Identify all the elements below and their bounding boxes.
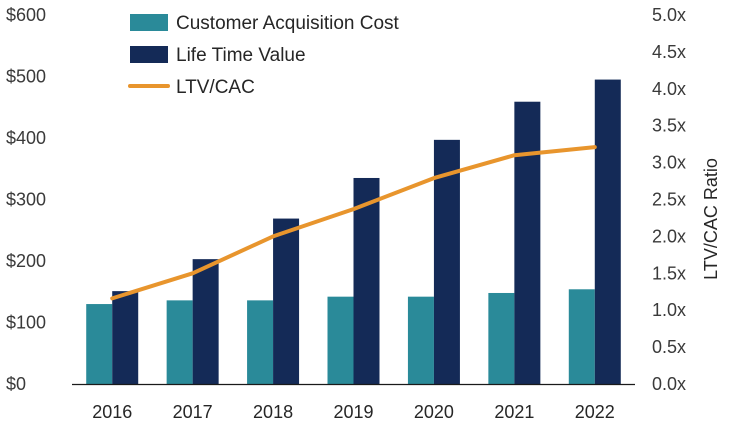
right-tick-label: 0.0x: [652, 374, 686, 394]
right-axis-ticks: 0.0x 0.5x 1.0x 1.5x 2.0x 2.5x 3.0x 3.5x 4.0x 4.5x…: [652, 5, 686, 394]
ltv-bar-2019: [353, 177, 380, 384]
right-tick-label: 4.5x: [652, 42, 686, 62]
right-axis-title: LTV/CAC Ratio: [701, 158, 721, 280]
cac-bar-2016: [86, 304, 113, 384]
x-tick-label: 2020: [414, 402, 454, 422]
left-tick-label: $200: [6, 251, 46, 271]
left-tick-label: $300: [6, 190, 46, 210]
right-tick-label: 3.5x: [652, 116, 686, 136]
x-tick-label: 2022: [575, 402, 615, 422]
x-tick-label: 2017: [173, 402, 213, 422]
cac-bar-2018: [247, 300, 274, 384]
legend-label: LTV/CAC: [176, 77, 255, 98]
left-tick-label: $600: [6, 5, 46, 25]
left-tick-label: $100: [6, 313, 46, 333]
legend-label: Customer Acquisition Cost: [176, 13, 400, 34]
x-tick-label: 2021: [494, 402, 534, 422]
cac-bar-2019: [327, 296, 354, 384]
right-tick-label: 1.0x: [652, 300, 686, 320]
ltv-bar-2022: [594, 79, 621, 384]
right-tick-label: 4.0x: [652, 79, 686, 99]
legend-label: Life Time Value: [176, 45, 306, 66]
ltv-bar-2018: [273, 218, 300, 384]
x-tick-label: 2018: [253, 402, 293, 422]
right-tick-label: 2.5x: [652, 190, 686, 210]
legend: Customer Acquisition Cost Life Time Value…: [128, 13, 400, 98]
left-tick-label: $500: [6, 67, 46, 87]
right-tick-label: 1.5x: [652, 263, 686, 283]
x-tick-label: 2019: [333, 402, 373, 422]
ratio-line-layer: [110, 145, 597, 301]
right-tick-label: 3.0x: [652, 153, 686, 173]
right-tick-label: 0.5x: [652, 337, 686, 357]
x-tick-label: 2016: [92, 402, 132, 422]
left-tick-label: $400: [6, 128, 46, 148]
ltv-bar-2021: [514, 101, 541, 384]
left-tick-label: $0: [6, 374, 26, 394]
cac-bar-2020: [407, 296, 434, 384]
legend-swatch: [130, 46, 168, 63]
cac-bar-2017: [166, 300, 193, 384]
bars-layer: [86, 79, 621, 384]
right-tick-label: 2.0x: [652, 226, 686, 246]
cac-bar-2022: [568, 289, 595, 384]
ltv-bar-2020: [433, 139, 460, 384]
left-axis-ticks: $0 $100 $200 $300 $400 $500 $600: [6, 5, 46, 394]
right-tick-label: 5.0x: [652, 5, 686, 25]
x-axis-ticks: 2016 2017 2018 2019 2020 2021 2022: [92, 402, 615, 422]
ltv-bar-2016: [112, 291, 139, 384]
ltv-bar-2017: [192, 259, 219, 384]
legend-swatch: [130, 14, 168, 31]
cac-bar-2021: [488, 292, 515, 384]
